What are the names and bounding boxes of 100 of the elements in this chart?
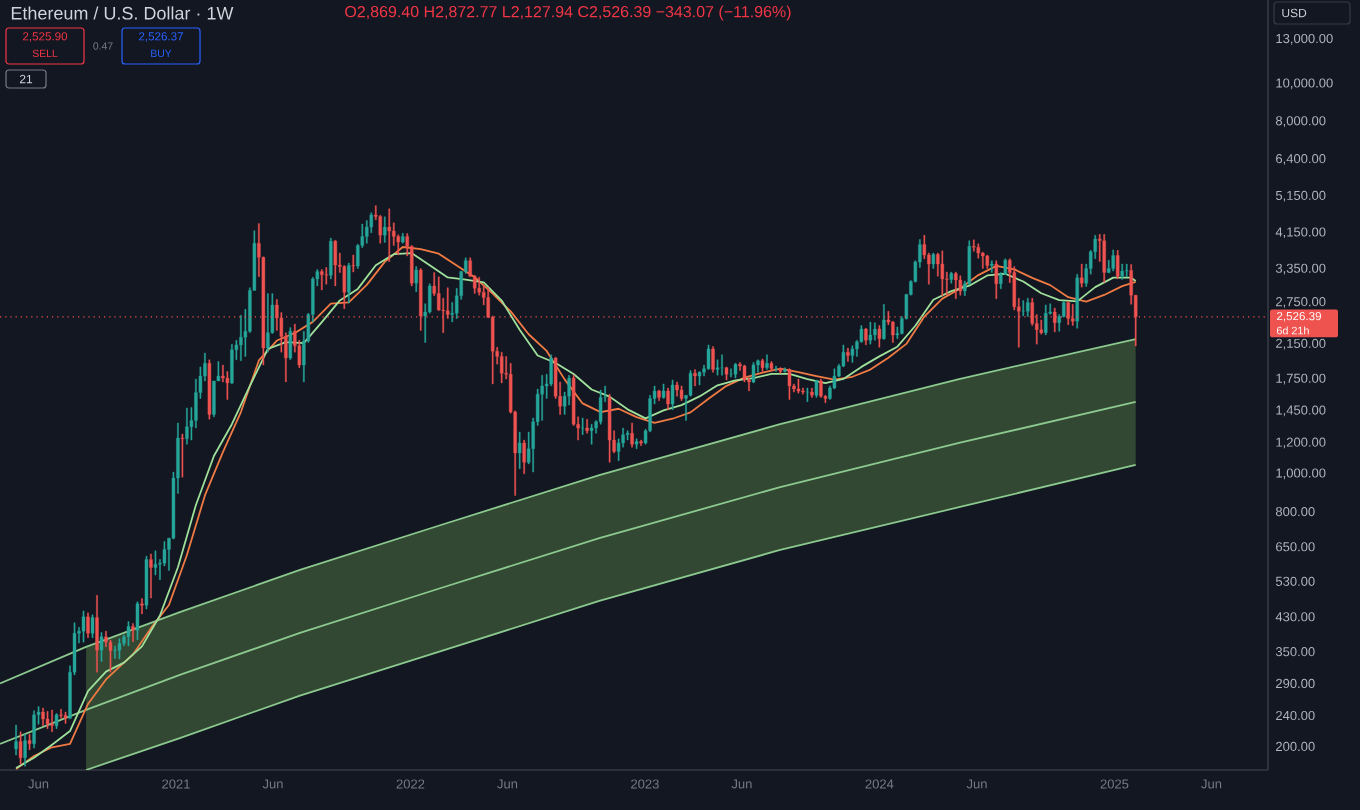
candlestick	[954, 271, 958, 299]
candlestick	[661, 383, 666, 399]
candlestick	[522, 439, 526, 474]
candlestick	[940, 250, 945, 296]
candlestick	[414, 266, 418, 292]
candlestick	[14, 724, 18, 756]
candlestick	[958, 275, 963, 296]
candlestick	[985, 254, 989, 269]
candlestick	[720, 354, 724, 376]
candlestick	[733, 363, 738, 379]
candlestick	[625, 430, 630, 441]
candlestick	[1044, 304, 1048, 336]
candlestick	[873, 322, 877, 341]
candlestick	[850, 345, 855, 363]
candlestick	[207, 359, 212, 420]
candlestick	[1124, 263, 1129, 277]
candlestick	[774, 365, 778, 372]
line-series	[0, 401, 1137, 745]
candlestick	[32, 710, 36, 749]
candlestick	[288, 327, 293, 361]
candlestick	[99, 632, 104, 662]
candlestick	[135, 601, 140, 641]
candlestick	[585, 419, 589, 434]
candlestick	[18, 731, 23, 765]
candlestick	[715, 359, 720, 376]
candlestick	[81, 610, 86, 643]
candlestick	[670, 379, 675, 410]
line-series	[85, 463, 1137, 770]
candlestick	[230, 343, 234, 385]
candlestick	[41, 707, 45, 726]
candlestick	[783, 367, 787, 373]
candlestick	[1111, 249, 1115, 272]
candlestick	[149, 553, 153, 599]
candlestick	[864, 328, 868, 346]
candlestick	[63, 711, 68, 724]
candlestick	[95, 595, 99, 673]
chart-subtitle: O2,869.40 H2,872.77 L2,127.94 C2,526.39 −343.07 (−11.96%)	[345, 5, 791, 21]
candlestick	[693, 369, 697, 387]
candlestick	[144, 555, 149, 610]
chart-title: Ethereum / U.S. Dollar · 1W	[11, 6, 234, 20]
candlestick	[23, 733, 27, 767]
candlestick	[333, 240, 338, 287]
candlestick	[580, 417, 585, 435]
candlestick	[589, 424, 594, 445]
candlestick	[805, 387, 810, 402]
candlestick	[59, 709, 63, 719]
candlestick	[324, 267, 329, 285]
candlestick	[814, 379, 819, 398]
candlestick	[729, 368, 733, 378]
candlestick	[347, 262, 351, 304]
candlestick	[994, 260, 998, 299]
candlestick	[666, 387, 670, 410]
candlestick	[180, 433, 185, 478]
candlestick	[990, 260, 994, 273]
candlestick	[540, 374, 544, 421]
candlestick	[225, 371, 230, 400]
candlestick	[697, 371, 702, 386]
candlestick	[949, 271, 954, 284]
candlestick	[351, 254, 355, 273]
candlestick	[113, 645, 117, 659]
candlestick	[1026, 297, 1030, 317]
line-series	[0, 338, 1137, 685]
candlestick	[778, 367, 783, 374]
candlestick	[387, 208, 391, 262]
candlestick	[329, 237, 333, 280]
candlestick	[724, 366, 729, 381]
candlestick	[499, 352, 504, 384]
candlestick	[153, 550, 158, 576]
candlestick	[185, 407, 189, 445]
candlestick	[819, 378, 823, 398]
candlestick	[630, 422, 634, 448]
candlestick	[868, 321, 873, 345]
candlestick	[810, 387, 814, 398]
candlestick	[266, 293, 270, 353]
candlestick	[981, 251, 985, 269]
candlestick	[972, 239, 976, 252]
candlestick	[1021, 300, 1025, 317]
candlestick	[54, 713, 59, 729]
candlestick	[45, 711, 50, 729]
candlestick	[320, 269, 324, 291]
candlestick	[383, 216, 387, 243]
candlestick	[1080, 263, 1084, 288]
candlestick	[90, 614, 95, 638]
candlestick	[751, 362, 756, 384]
candlestick	[401, 232, 405, 244]
candlestick	[1116, 250, 1120, 280]
candlestick	[846, 347, 850, 362]
candlestick	[365, 220, 369, 244]
candlestick	[27, 733, 32, 751]
candlestick	[117, 638, 122, 660]
candlestick	[607, 393, 612, 463]
candlestick	[1075, 273, 1079, 329]
candlestick	[1102, 234, 1106, 283]
candlestick	[706, 344, 711, 370]
candlestick	[877, 325, 882, 348]
candlestick	[657, 389, 661, 401]
candlestick	[239, 315, 243, 361]
candlestick	[126, 621, 131, 647]
candlestick	[760, 358, 765, 372]
candlestick	[882, 304, 886, 340]
